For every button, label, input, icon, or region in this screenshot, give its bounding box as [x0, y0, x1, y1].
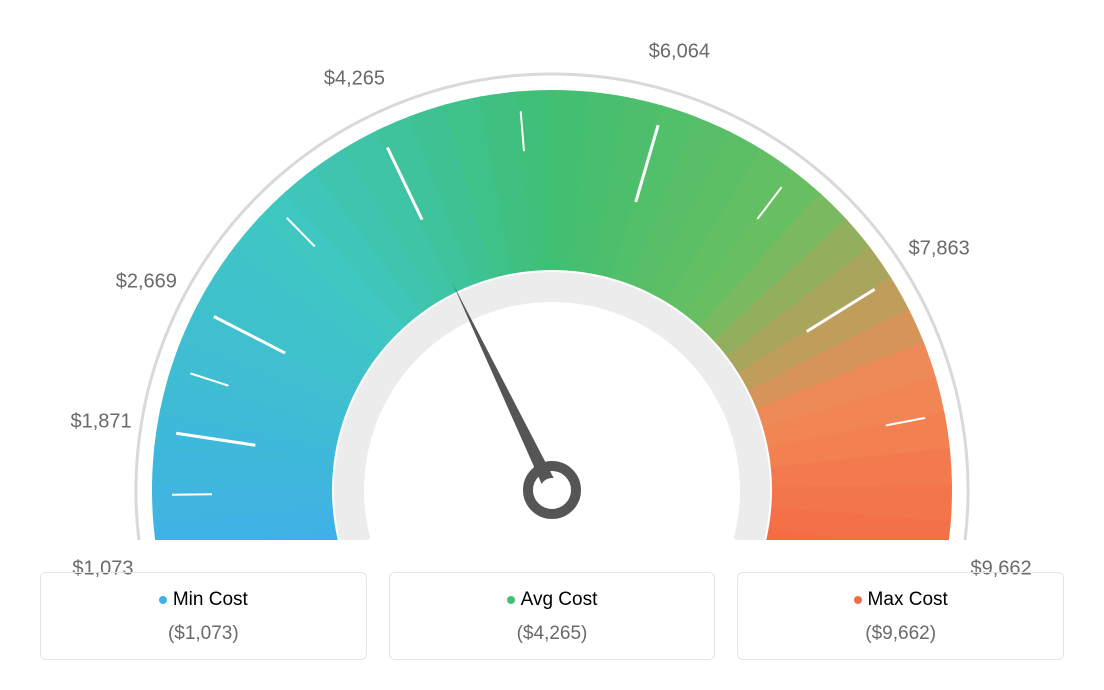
legend-min-value: ($1,073)	[51, 623, 356, 645]
legend-max-title: Max Cost	[748, 589, 1053, 611]
legend-min-title: Min Cost	[51, 589, 356, 611]
dot-icon	[507, 596, 515, 604]
gauge-chart: $1,073$1,871$2,669$4,265$6,064$7,863$9,6…	[0, 0, 1104, 540]
legend-max-value: ($9,662)	[748, 623, 1053, 645]
scale-label: $2,669	[116, 270, 177, 293]
scale-label: $7,863	[909, 238, 970, 261]
legend-row: Min Cost ($1,073) Avg Cost ($4,265) Max …	[40, 572, 1064, 660]
dot-icon	[159, 596, 167, 604]
scale-label: $6,064	[649, 41, 710, 64]
scale-label: $1,871	[71, 410, 132, 433]
legend-avg-title-text: Avg Cost	[521, 589, 598, 610]
legend-avg-value: ($4,265)	[400, 623, 705, 645]
legend-card-avg: Avg Cost ($4,265)	[389, 572, 716, 660]
legend-card-min: Min Cost ($1,073)	[40, 572, 367, 660]
legend-avg-title: Avg Cost	[400, 589, 705, 611]
scale-label: $4,265	[324, 68, 385, 91]
cost-gauge-container: $1,073$1,871$2,669$4,265$6,064$7,863$9,6…	[0, 0, 1104, 690]
dot-icon	[854, 596, 862, 604]
legend-max-title-text: Max Cost	[868, 589, 948, 610]
legend-card-max: Max Cost ($9,662)	[737, 572, 1064, 660]
legend-min-title-text: Min Cost	[173, 589, 248, 610]
